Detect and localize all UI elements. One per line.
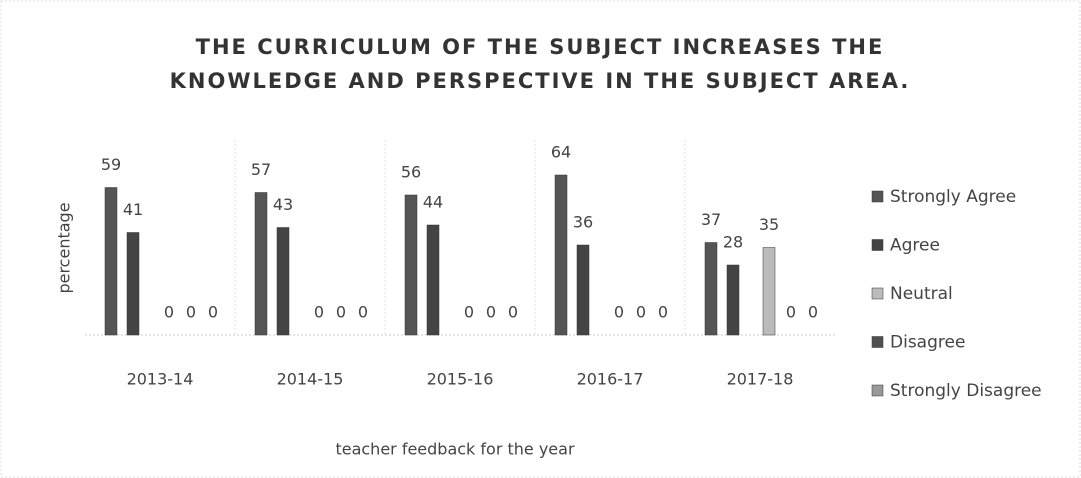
- data-label: 0: [486, 303, 496, 322]
- x-tick-label: 2014-15: [277, 370, 344, 389]
- x-tick-label: 2017-18: [727, 370, 794, 389]
- bar: [726, 264, 740, 336]
- data-label: 0: [508, 303, 518, 322]
- bar: [554, 174, 568, 336]
- legend-swatch: [871, 239, 884, 251]
- legend-label: Strongly Agree: [890, 187, 1016, 207]
- bar: [254, 192, 268, 336]
- bar: [426, 224, 440, 336]
- data-label: 56: [401, 163, 421, 182]
- data-label: 43: [273, 195, 293, 214]
- y-axis-label: percentage: [55, 202, 74, 293]
- data-label: 0: [636, 303, 646, 322]
- data-label: 0: [358, 303, 368, 322]
- data-label: 0: [336, 303, 346, 322]
- bar: [762, 247, 776, 336]
- bar: [704, 242, 718, 336]
- data-label: 0: [614, 303, 624, 322]
- data-label: 57: [251, 160, 271, 179]
- data-label: 0: [164, 303, 174, 322]
- data-label: 0: [464, 303, 474, 322]
- data-label: 0: [208, 303, 218, 322]
- bar: [404, 194, 418, 336]
- data-label: 44: [423, 193, 443, 212]
- bar: [126, 232, 140, 336]
- data-label: 36: [573, 213, 593, 232]
- bar: [104, 187, 118, 336]
- data-label: 0: [786, 303, 796, 322]
- chart-title: THE CURRICULUM OF THE SUBJECT INCREASES …: [169, 35, 911, 93]
- legend-label: Agree: [890, 236, 940, 256]
- data-label: 37: [701, 210, 721, 229]
- data-label: 0: [808, 303, 818, 322]
- data-label: 35: [759, 215, 779, 234]
- legend-swatch: [871, 384, 884, 397]
- legend-label: Neutral: [890, 284, 953, 304]
- data-label: 0: [186, 303, 196, 322]
- legend-swatch: [871, 190, 884, 203]
- data-label: 28: [723, 233, 743, 252]
- bar: [276, 227, 290, 336]
- x-tick-label: 2015-16: [427, 370, 494, 389]
- legend-swatch: [871, 287, 884, 300]
- data-label: 0: [658, 303, 668, 322]
- data-label: 64: [551, 143, 571, 162]
- x-tick-label: 2016-17: [577, 370, 644, 389]
- bar: [576, 244, 590, 336]
- data-label: 0: [314, 303, 324, 322]
- x-axis-label: teacher feedback for the year: [335, 440, 575, 459]
- x-tick-label: 2013-14: [127, 370, 194, 389]
- data-label: 59: [101, 155, 121, 174]
- data-label: 41: [123, 200, 143, 219]
- legend-label: Strongly Disagree: [890, 381, 1042, 401]
- legend-swatch: [871, 336, 884, 348]
- legend-label: Disagree: [890, 333, 965, 353]
